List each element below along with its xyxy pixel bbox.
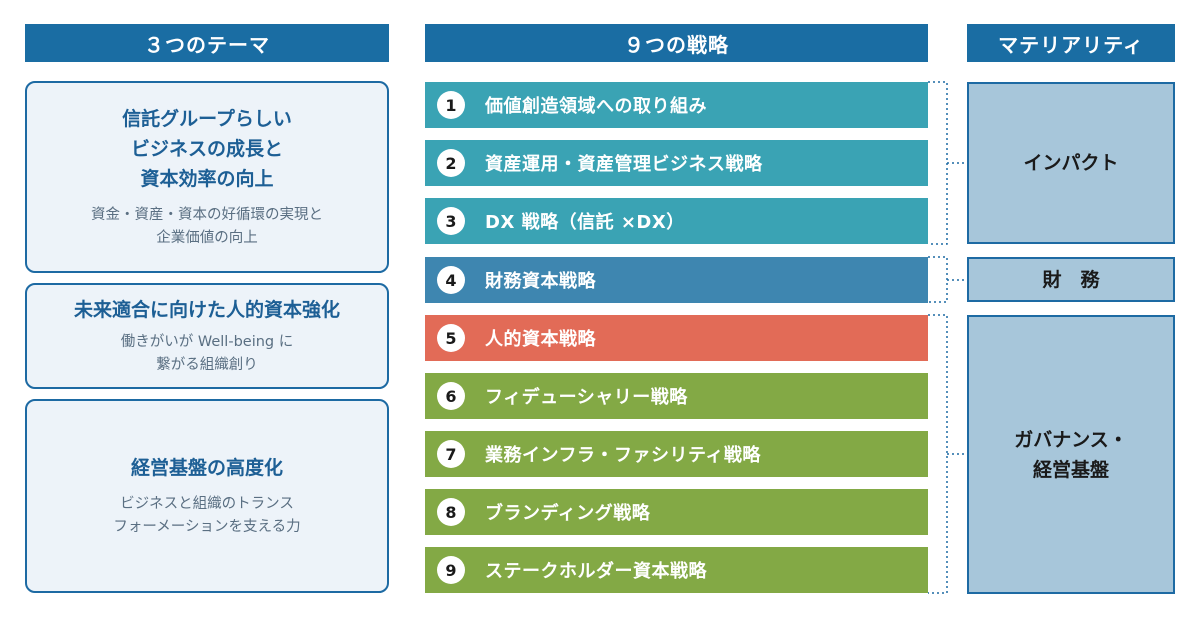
strategy-label: DX 戦略（信託 ×DX） bbox=[485, 212, 685, 233]
strategy-row-7: 7 業務インフラ・ファシリティ戦略 bbox=[425, 431, 928, 477]
strategy-label: ブランディング戦略 bbox=[485, 503, 651, 524]
strategy-number-badge: 4 bbox=[437, 266, 465, 294]
strategy-number-badge: 5 bbox=[437, 324, 465, 352]
strategies-header: ９つの戦略 bbox=[425, 24, 928, 62]
strategy-label: ステークホルダー資本戦略 bbox=[485, 561, 707, 582]
theme-description: ビジネスと組織のトランス フォーメーションを支える力 bbox=[113, 496, 301, 535]
bracket-impact bbox=[928, 81, 948, 245]
strategy-row-6: 6 フィデューシャリー戦略 bbox=[425, 373, 928, 419]
strategy-row-4: 4 財務資本戦略 bbox=[425, 257, 928, 303]
strategy-row-1: 1 価値創造領域への取り組み bbox=[425, 82, 928, 128]
strategy-label: 業務インフラ・ファシリティ戦略 bbox=[485, 445, 761, 466]
strategy-label: 資産運用・資産管理ビジネス戦略 bbox=[485, 154, 763, 175]
strategy-row-3: 3 DX 戦略（信託 ×DX） bbox=[425, 198, 928, 244]
materiality-header: マテリアリティ bbox=[967, 24, 1175, 62]
theme-description: 資金・資産・資本の好循環の実現と 企業価値の向上 bbox=[91, 207, 323, 246]
theme-card-human-capital: 未来適合に向けた人的資本強化 働きがいが Well-being に 繋がる組織創… bbox=[25, 283, 389, 389]
materiality-governance: ガバナンス・ 経営基盤 bbox=[967, 315, 1175, 594]
strategy-label: 価値創造領域への取り組み bbox=[485, 96, 707, 117]
strategy-label: 財務資本戦略 bbox=[485, 271, 596, 292]
strategy-row-2: 2 資産運用・資産管理ビジネス戦略 bbox=[425, 140, 928, 186]
strategy-number-badge: 6 bbox=[437, 382, 465, 410]
materiality-impact: インパクト bbox=[967, 82, 1175, 244]
theme-title: 未来適合に向けた人的資本強化 bbox=[73, 299, 340, 321]
strategy-row-8: 8 ブランディング戦略 bbox=[425, 489, 928, 535]
bracket-finance bbox=[928, 256, 948, 303]
strategy-number-badge: 8 bbox=[437, 498, 465, 526]
strategy-label: フィデューシャリー戦略 bbox=[485, 387, 688, 408]
bracket-governance bbox=[928, 314, 948, 594]
strategy-number-badge: 1 bbox=[437, 91, 465, 119]
strategy-row-9: 9 ステークホルダー資本戦略 bbox=[425, 547, 928, 593]
theme-title: 信託グループらしい ビジネスの成長と 資本効率の向上 bbox=[122, 108, 292, 190]
materiality-finance: 財 務 bbox=[967, 257, 1175, 302]
strategy-number-badge: 7 bbox=[437, 440, 465, 468]
theme-card-growth: 信託グループらしい ビジネスの成長と 資本効率の向上 資金・資産・資本の好循環の… bbox=[25, 81, 389, 273]
strategy-number-badge: 9 bbox=[437, 556, 465, 584]
themes-header: ３つのテーマ bbox=[25, 24, 389, 62]
theme-description: 働きがいが Well-being に 繋がる組織創り bbox=[120, 334, 294, 373]
strategy-row-5: 5 人的資本戦略 bbox=[425, 315, 928, 361]
theme-title: 経営基盤の高度化 bbox=[130, 457, 283, 479]
strategy-number-badge: 3 bbox=[437, 207, 465, 235]
strategy-number-badge: 2 bbox=[437, 149, 465, 177]
theme-card-management-base: 経営基盤の高度化 ビジネスと組織のトランス フォーメーションを支える力 bbox=[25, 399, 389, 593]
strategy-label: 人的資本戦略 bbox=[485, 329, 596, 350]
